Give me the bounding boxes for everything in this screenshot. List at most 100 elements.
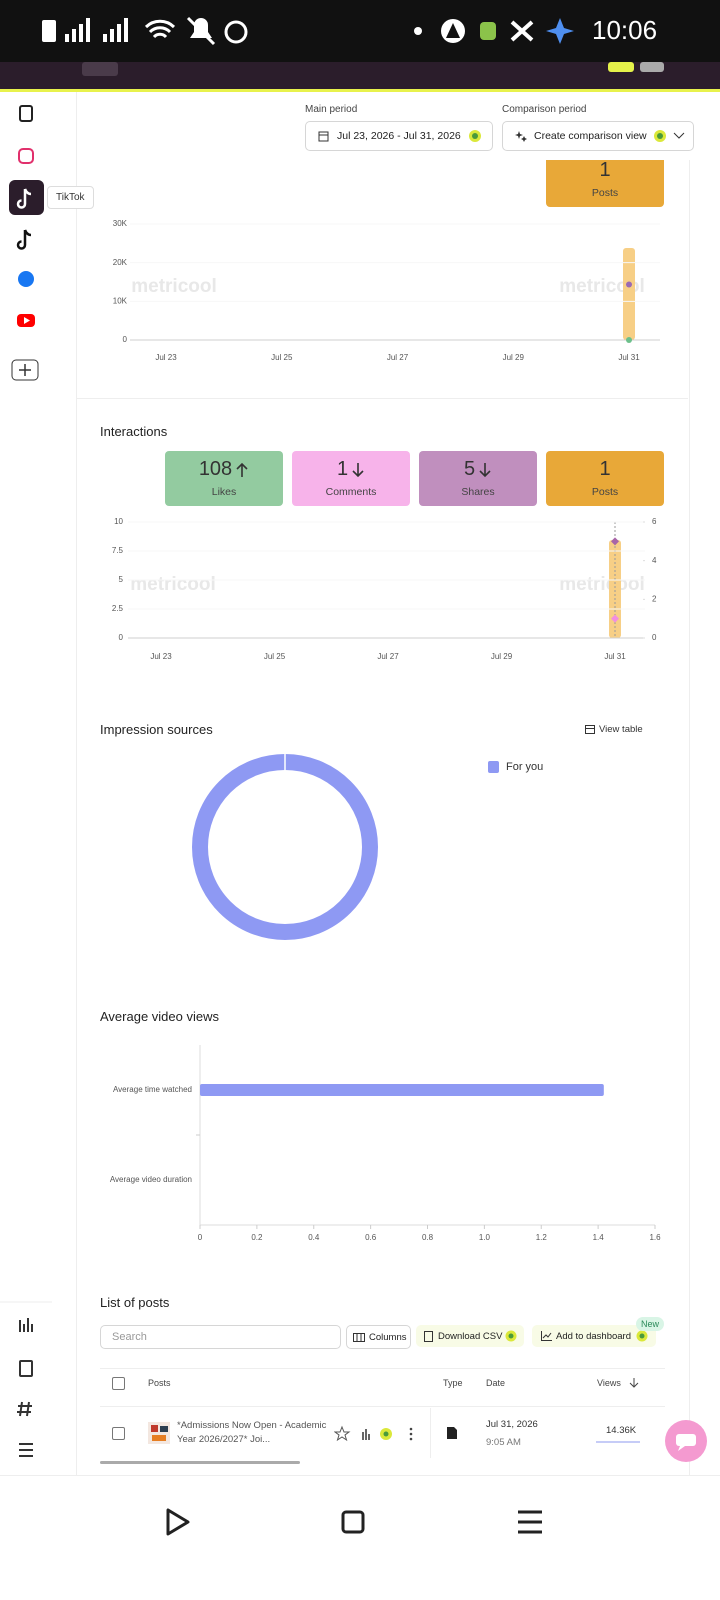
sort-icon[interactable] bbox=[629, 1377, 639, 1389]
planner-icon[interactable] bbox=[19, 105, 33, 122]
checkbox[interactable] bbox=[112, 1377, 125, 1390]
sidebar bbox=[0, 92, 52, 1475]
columns-icon bbox=[353, 1333, 365, 1342]
stats-icon[interactable] bbox=[362, 1429, 370, 1440]
views-underline bbox=[596, 1441, 640, 1443]
avatar[interactable] bbox=[640, 62, 664, 72]
post-thumbnail[interactable] bbox=[148, 1422, 170, 1444]
calendar-icon bbox=[318, 131, 329, 142]
scrollbar bbox=[100, 1461, 300, 1464]
comparison-button[interactable]: Create comparison view bbox=[502, 121, 694, 151]
instagram-icon[interactable] bbox=[18, 148, 34, 164]
card-value-row: 108 bbox=[165, 458, 283, 481]
card-label: Likes bbox=[211, 486, 237, 498]
chat-button[interactable] bbox=[664, 1419, 708, 1463]
metric-card: 1 Comments bbox=[292, 451, 410, 506]
clock: 10:06 bbox=[592, 15, 658, 45]
tiktok-icon[interactable] bbox=[16, 229, 32, 250]
tiktok-selected[interactable] bbox=[9, 180, 44, 215]
button-label: Columns bbox=[369, 1332, 407, 1343]
post-text[interactable]: *Admissions Now Open - Academic Year 202… bbox=[177, 1420, 327, 1445]
star-icon[interactable] bbox=[334, 1425, 351, 1442]
table-icon[interactable] bbox=[585, 725, 595, 735]
settings-icon[interactable] bbox=[19, 1443, 33, 1457]
main-period-label: Main period bbox=[305, 104, 358, 115]
download-csv[interactable]: Download CSV bbox=[416, 1325, 524, 1347]
columns-button[interactable]: Columns bbox=[346, 1325, 411, 1349]
facebook-icon[interactable] bbox=[18, 271, 34, 287]
ai-icon bbox=[469, 130, 481, 142]
menu-button[interactable] bbox=[518, 1510, 542, 1534]
ai-icon bbox=[654, 130, 666, 142]
back-button[interactable] bbox=[166, 1508, 190, 1536]
metric-card: 1 Posts bbox=[546, 451, 664, 506]
ai-icon bbox=[636, 1330, 648, 1342]
search-placeholder: Search bbox=[112, 1331, 147, 1343]
nav-buttons bbox=[166, 1508, 542, 1536]
card-value: 1 bbox=[599, 159, 611, 181]
table-rule bbox=[100, 1406, 665, 1407]
period-header: Main period Jul 23, 2026 - Jul 31, 2026 … bbox=[77, 92, 720, 160]
home-button[interactable] bbox=[341, 1510, 365, 1534]
column-header[interactable]: Type bbox=[443, 1378, 463, 1388]
button-label: Add to dashboard bbox=[556, 1331, 632, 1342]
add-to-dashboard[interactable]: Add to dashboard bbox=[532, 1325, 656, 1347]
section-title: Interactions bbox=[100, 424, 168, 439]
nav-tab[interactable] bbox=[82, 62, 118, 76]
report-icon[interactable] bbox=[19, 1360, 33, 1377]
card-value: 1 bbox=[599, 458, 611, 480]
column-divider bbox=[430, 1408, 431, 1458]
card-value-row: 1 bbox=[292, 458, 410, 481]
hashtag-icon[interactable] bbox=[17, 1401, 32, 1417]
trend-arrow bbox=[479, 462, 491, 477]
card-label: Posts bbox=[591, 486, 619, 498]
chevron bbox=[673, 132, 685, 139]
section-title: List of posts bbox=[100, 1295, 170, 1310]
column-header[interactable]: Date bbox=[486, 1378, 506, 1388]
card-value-row: 1 bbox=[546, 458, 664, 481]
accent-line bbox=[0, 89, 720, 92]
main-period: Jul 23, 2026 - Jul 31, 2026 bbox=[337, 130, 461, 142]
post-actions bbox=[334, 1425, 413, 1442]
ai-icon bbox=[505, 1330, 517, 1342]
panel bbox=[76, 92, 690, 1475]
add-account[interactable] bbox=[11, 359, 39, 381]
sparkle-icon bbox=[515, 131, 527, 142]
top-bar bbox=[0, 62, 720, 90]
status-icons-right bbox=[414, 18, 574, 44]
post-time: 9:05 AM bbox=[486, 1437, 521, 1448]
view-table[interactable]: View table bbox=[599, 724, 643, 735]
trend-arrow bbox=[352, 462, 364, 477]
section-title: Impression sources bbox=[100, 722, 213, 737]
column-header[interactable]: Posts bbox=[148, 1378, 171, 1388]
post-views: 14.36K bbox=[606, 1425, 637, 1436]
search-box[interactable]: Search bbox=[100, 1325, 341, 1349]
new-badge: New bbox=[636, 1317, 665, 1331]
trend-arrow bbox=[236, 462, 248, 477]
metric-card: 108 Likes bbox=[165, 451, 283, 506]
post-date: Jul 31, 2026 bbox=[486, 1419, 538, 1430]
metric-card: 1 Posts bbox=[546, 152, 664, 207]
more-icon[interactable] bbox=[409, 1427, 413, 1441]
plan-badge[interactable] bbox=[608, 62, 634, 72]
column-header[interactable]: Views bbox=[597, 1378, 621, 1388]
nav-bar bbox=[0, 1475, 720, 1600]
card-value-row: 1 bbox=[546, 159, 664, 182]
metric-card: 5 Shares bbox=[419, 451, 537, 506]
divider bbox=[77, 398, 688, 399]
card-value: 108 bbox=[198, 458, 233, 480]
card-value: 5 bbox=[463, 458, 476, 480]
main-period-picker[interactable]: Jul 23, 2026 - Jul 31, 2026 bbox=[305, 121, 493, 151]
sidebar-icons bbox=[0, 105, 52, 1457]
file-icon bbox=[424, 1331, 433, 1342]
tooltip: TikTok bbox=[47, 186, 94, 209]
chart-icon bbox=[541, 1331, 552, 1341]
card-value-row: 5 bbox=[419, 458, 537, 481]
table-rule bbox=[100, 1368, 665, 1369]
checkbox[interactable] bbox=[112, 1427, 125, 1440]
analytics-icon[interactable] bbox=[19, 1318, 33, 1332]
comparison-label: Comparison period bbox=[502, 104, 587, 115]
card-label: Shares bbox=[461, 486, 495, 498]
type-icon bbox=[447, 1427, 457, 1439]
